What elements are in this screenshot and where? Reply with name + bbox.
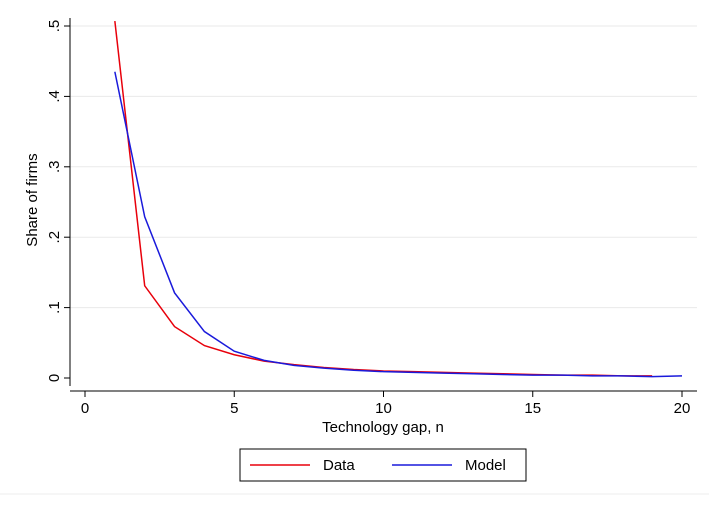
y-axis-title: Share of firms xyxy=(24,153,41,246)
x-tick-label: 5 xyxy=(230,400,238,417)
y-tick-label: 0 xyxy=(46,374,63,382)
data-line xyxy=(114,71,683,378)
y-tick-label: .1 xyxy=(46,301,63,314)
y-tick-label: .5 xyxy=(46,20,63,33)
y-tick-label: .4 xyxy=(46,90,63,103)
x-tick-label: 20 xyxy=(674,400,691,417)
legend-label: Model xyxy=(465,457,506,474)
legend-box xyxy=(239,448,527,482)
x-tick-label: 15 xyxy=(524,400,541,417)
y-tick-label: .2 xyxy=(46,231,63,244)
x-tick-label: 0 xyxy=(81,400,89,417)
legend-label: Data xyxy=(323,457,355,474)
x-axis-title: Technology gap, n xyxy=(322,419,444,436)
y-tick-label: .3 xyxy=(46,161,63,174)
x-tick-label: 10 xyxy=(375,400,392,417)
